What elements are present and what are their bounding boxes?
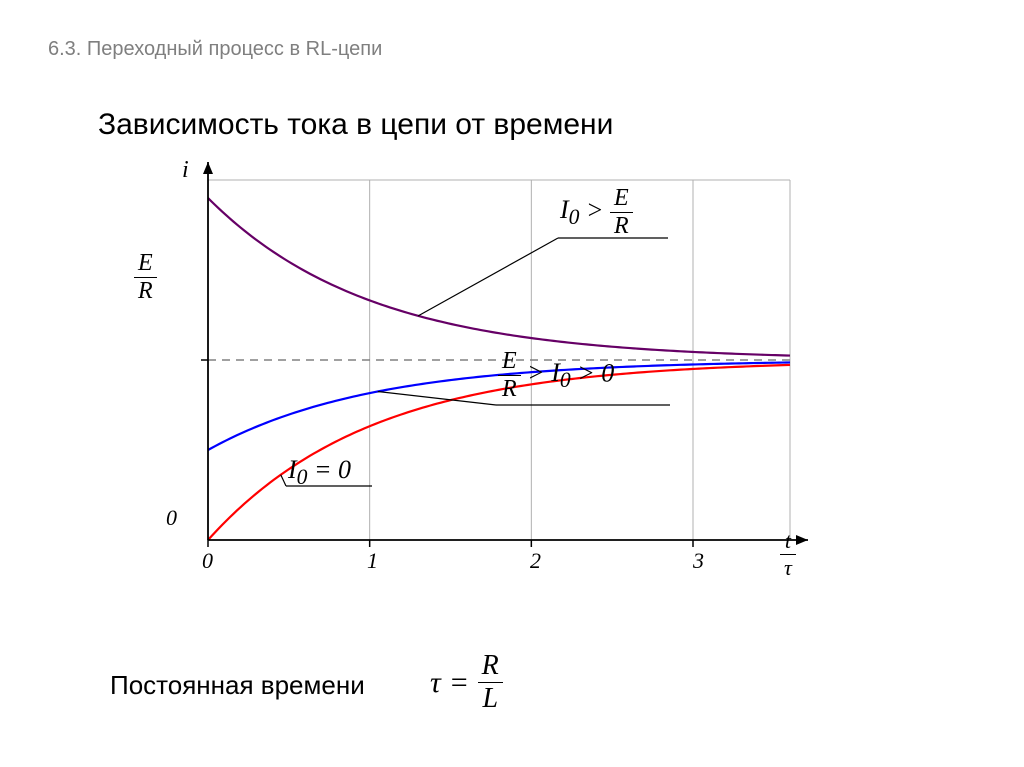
tau-formula: τ = R L bbox=[430, 650, 503, 715]
x-tick-3: 3 bbox=[693, 548, 704, 574]
anno-text: > 0 bbox=[577, 358, 614, 387]
page-title: Зависимость тока в цепи от времени bbox=[98, 108, 613, 142]
x-axis-label: t τ bbox=[780, 528, 796, 581]
anno-sub: 0 bbox=[560, 369, 571, 393]
y-axis-label: i bbox=[182, 157, 189, 184]
section-label: 6.3. Переходный процесс в RL-цепи bbox=[48, 38, 382, 61]
x-tick-0: 0 bbox=[202, 548, 213, 574]
frac-den: τ bbox=[780, 555, 796, 581]
chart bbox=[130, 160, 850, 600]
frac-den: L bbox=[478, 683, 503, 715]
anno-sub: 0 bbox=[569, 206, 580, 230]
frac-den: R bbox=[498, 376, 521, 403]
formula-left: τ bbox=[430, 666, 441, 700]
frac-den: R bbox=[610, 213, 633, 240]
frac-num: t bbox=[780, 528, 796, 555]
anno-sub: 0 bbox=[297, 465, 308, 489]
x-tick-2: 2 bbox=[530, 548, 541, 574]
x-tick-1: 1 bbox=[367, 548, 378, 574]
anno-text: I bbox=[560, 195, 569, 224]
frac-num: E bbox=[610, 185, 633, 213]
time-constant-caption: Постоянная времени bbox=[110, 670, 365, 701]
annotation-mid: E R > I0 > 0 bbox=[498, 348, 614, 403]
anno-text: > bbox=[586, 195, 610, 224]
annotation-top: I0 > E R bbox=[560, 185, 633, 240]
annotation-bottom: I0 = 0 bbox=[288, 455, 351, 490]
y-origin-label: 0 bbox=[166, 505, 177, 531]
chart-svg bbox=[130, 160, 850, 600]
frac-den: R bbox=[134, 278, 157, 305]
anno-text: > I bbox=[527, 358, 560, 387]
frac-num: R bbox=[478, 650, 503, 683]
anno-text: = 0 bbox=[314, 455, 351, 484]
y-axis-asymptote-label: E R bbox=[134, 250, 157, 305]
formula-eq: = bbox=[451, 666, 468, 700]
frac-num: E bbox=[134, 250, 157, 278]
frac-num: E bbox=[498, 348, 521, 376]
anno-text: I bbox=[288, 455, 297, 484]
